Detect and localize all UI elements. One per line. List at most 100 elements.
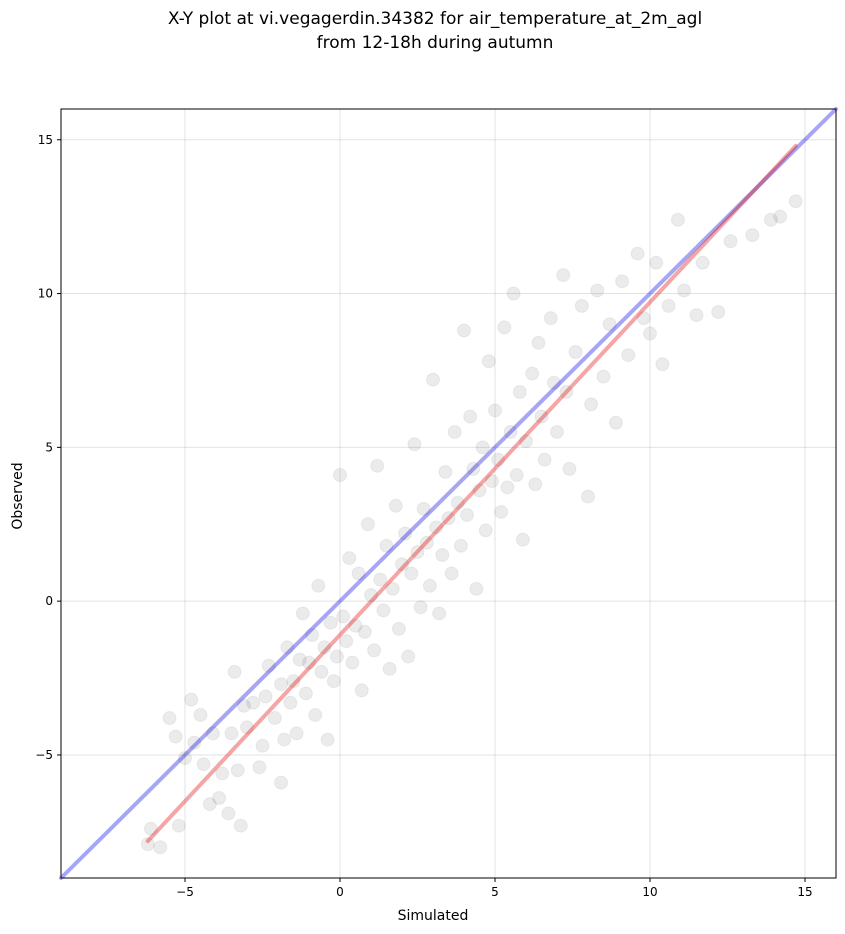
scatter-point bbox=[382, 661, 397, 676]
identity-line bbox=[59, 107, 838, 880]
scatter-point bbox=[261, 658, 276, 673]
y-tick-label: 15 bbox=[38, 133, 53, 147]
scatter-point bbox=[348, 618, 363, 633]
scatter-point bbox=[140, 837, 155, 852]
scatter-point bbox=[422, 578, 437, 593]
plot-frame bbox=[60, 108, 837, 879]
x-tick-label: 10 bbox=[642, 885, 657, 899]
y-tick-label: 10 bbox=[38, 287, 53, 301]
scatter-point bbox=[590, 283, 605, 298]
scatter-point bbox=[463, 409, 478, 424]
scatter-point bbox=[497, 320, 512, 335]
scatter-point bbox=[429, 520, 444, 535]
scatter-point bbox=[512, 384, 527, 399]
x-tick-label: −5 bbox=[176, 885, 194, 899]
scatter-point bbox=[488, 403, 502, 418]
scatter-point bbox=[745, 228, 760, 243]
scatter-point bbox=[233, 818, 248, 833]
scatter-point bbox=[326, 674, 341, 689]
scatter-point bbox=[255, 738, 270, 753]
scatter-point bbox=[450, 495, 465, 510]
scatter-point bbox=[404, 566, 419, 581]
y-tick-label: 5 bbox=[45, 440, 53, 454]
scatter-point bbox=[289, 726, 304, 741]
scatter-point bbox=[339, 634, 354, 649]
scatter-point bbox=[274, 775, 289, 790]
scatter-point bbox=[295, 606, 310, 621]
chart-title-line-1: X-Y plot at vi.vegagerdin.34382 for air_… bbox=[168, 9, 702, 29]
scatter-point bbox=[196, 757, 211, 772]
scatter-point bbox=[329, 649, 344, 664]
scatter-point bbox=[506, 286, 521, 301]
scatter-point bbox=[308, 707, 323, 722]
scatter-point bbox=[444, 566, 459, 581]
scatter-point bbox=[187, 735, 202, 750]
scatter-point bbox=[413, 600, 428, 615]
scatter-point bbox=[153, 840, 168, 855]
grid bbox=[61, 109, 836, 878]
scatter-point bbox=[227, 664, 242, 679]
scatter-point bbox=[596, 369, 611, 384]
scatter-point bbox=[320, 732, 335, 747]
scatter-point bbox=[193, 707, 208, 722]
scatter-point bbox=[277, 732, 292, 747]
scatter-point bbox=[432, 606, 447, 621]
scatter-point bbox=[354, 683, 369, 698]
scatter-point bbox=[416, 501, 431, 516]
scatter-point bbox=[360, 517, 375, 532]
scatter-point bbox=[168, 729, 183, 744]
scatter-point bbox=[695, 255, 710, 270]
scatter-point bbox=[252, 760, 267, 775]
scatter-point bbox=[438, 464, 453, 479]
scatter-point bbox=[655, 357, 670, 372]
scatter-point bbox=[212, 791, 227, 806]
scatter-point bbox=[426, 372, 440, 387]
scatter-point bbox=[364, 588, 378, 603]
scatter-point bbox=[333, 468, 347, 483]
scatter-point bbox=[519, 434, 533, 449]
scatter-point bbox=[305, 627, 320, 642]
scatter-point bbox=[435, 548, 450, 563]
scatter-point bbox=[391, 621, 406, 636]
scatter-point bbox=[677, 283, 692, 298]
scatter-point bbox=[475, 440, 490, 455]
scatter-point bbox=[376, 603, 391, 618]
scatter-point bbox=[469, 581, 484, 596]
scatter-point bbox=[388, 498, 403, 513]
scatter-point bbox=[215, 766, 230, 781]
scatter-point bbox=[457, 323, 471, 338]
scatter-point bbox=[274, 677, 289, 692]
scatter-point bbox=[574, 298, 589, 313]
scatter-point bbox=[342, 551, 357, 566]
scatter-point bbox=[283, 695, 298, 710]
scatter-point bbox=[345, 655, 360, 670]
x-axis-ticks: −5 0 5 10 15 bbox=[176, 878, 813, 899]
scatter-point bbox=[550, 424, 564, 439]
scatter-point bbox=[395, 557, 409, 572]
scatter-point bbox=[481, 354, 496, 369]
x-tick-label: 15 bbox=[797, 885, 812, 899]
scatter-point bbox=[317, 640, 332, 655]
scatter-point bbox=[584, 397, 599, 412]
scatter-point bbox=[162, 711, 177, 726]
scatter-point bbox=[546, 375, 561, 390]
scatter-point bbox=[711, 305, 726, 320]
scatter-point bbox=[267, 711, 282, 726]
scatter-point bbox=[314, 664, 329, 679]
scatter-point bbox=[302, 655, 316, 670]
scatter-point bbox=[224, 726, 239, 741]
scatter-point bbox=[336, 609, 351, 624]
scatter-point bbox=[773, 209, 788, 224]
fit-line bbox=[145, 143, 798, 844]
scatter-point bbox=[503, 424, 518, 439]
scatter-point bbox=[370, 458, 385, 473]
scatter-point bbox=[236, 698, 251, 713]
x-axis-label: Simulated bbox=[398, 908, 469, 924]
y-tick-label: 0 bbox=[45, 594, 53, 608]
scatter-point bbox=[184, 692, 199, 707]
scatter-point bbox=[205, 726, 220, 741]
scatter-point bbox=[630, 246, 645, 261]
scatter-point bbox=[478, 523, 493, 538]
